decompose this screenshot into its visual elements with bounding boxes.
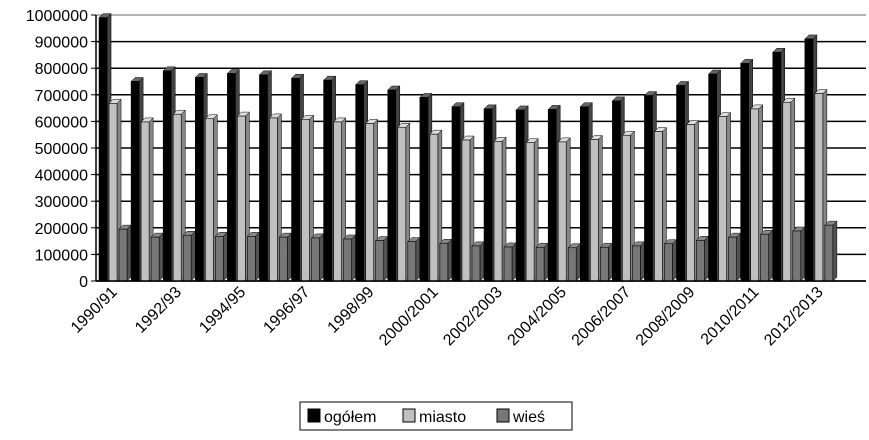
bar-wieś-1996/97	[310, 233, 325, 282]
y-tick-label: 300000	[35, 194, 88, 211]
legend-label: ogółem	[324, 409, 376, 426]
x-tick-label: 2010/2011	[698, 284, 763, 349]
y-tick-label: 700000	[35, 88, 88, 105]
bar-wieś-2007/2008	[663, 239, 678, 282]
legend-label: wieś	[512, 409, 545, 426]
x-tick-label: 1992/93	[132, 284, 185, 337]
x-tick-label: 2008/2009	[633, 284, 699, 350]
y-tick-label: 0	[79, 274, 88, 291]
y-tick-label: 500000	[35, 141, 88, 158]
y-tick-label: 200000	[35, 221, 88, 238]
bar-wieś-2011/2012	[792, 226, 806, 282]
bar-wieś-1995/96	[278, 232, 293, 282]
legend: ogółem miasto wieś	[299, 401, 573, 431]
y-tick-label: 400000	[35, 168, 88, 185]
legend-item-ogółem: ogółem	[307, 408, 376, 426]
bar-miasto-2003/2004	[525, 138, 539, 282]
legend-swatch	[496, 408, 510, 423]
bar-wieś-2005/2006	[599, 242, 613, 282]
bar-wieś-1998/99	[375, 235, 389, 282]
bar-wieś-2010/2011	[760, 229, 774, 282]
bar-wieś-1993/94	[214, 231, 228, 282]
legend-box	[299, 401, 573, 431]
x-tick-label: 1994/95	[196, 284, 249, 337]
bar-wieś-1990/91	[118, 224, 132, 282]
bar-wieś-2009/2010	[728, 232, 742, 282]
y-tick-label: 100000	[35, 247, 88, 264]
legend-item-miasto: miasto	[402, 408, 466, 426]
y-tick-labels: 0 100000 200000 300000 400000 500000 600000 700…	[26, 8, 88, 291]
x-tick-label: 2002/2003	[440, 284, 506, 350]
legend-swatch	[307, 408, 321, 423]
x-tick-label: 1990/91	[68, 284, 121, 337]
bar-wieś-1992/93	[182, 230, 196, 282]
bar-wieś-2004/2005	[567, 243, 581, 282]
bar-wieś-1997/98	[343, 234, 357, 282]
x-tick-label: 2012/2013	[761, 284, 827, 350]
x-tick-label: 2004/2005	[505, 284, 571, 350]
bar-wieś-1999/00	[407, 237, 421, 282]
x-tick-label: 2000/2001	[376, 284, 442, 350]
legend-item-wieś: wieś	[496, 408, 545, 426]
axes	[91, 14, 866, 282]
bar-wieś-2002/2003	[503, 242, 517, 282]
bar-wieś-1994/95	[246, 231, 260, 282]
bar-wieś-2001/2002	[471, 241, 485, 282]
x-tick-label: 1998/99	[325, 284, 378, 337]
x-tick-label: 1996/97	[260, 284, 313, 337]
bar-wieś-2008/2009	[695, 235, 710, 282]
bar-wieś-2003/2004	[535, 242, 549, 282]
bar-wieś-2006/2007	[631, 241, 645, 282]
y-tick-label: 1000000	[26, 8, 88, 25]
x-tick-label: 2006/2007	[569, 284, 635, 350]
legend-swatch	[402, 408, 416, 423]
x-tick-labels: 1990/91 1992/93 1994/95 1996/97 1998/992000/…	[68, 284, 827, 350]
y-tick-label: 800000	[35, 61, 88, 78]
y-tick-label: 900000	[35, 35, 88, 52]
bar-wieś-2000/2001	[439, 238, 453, 282]
bar-wieś-1991/92	[150, 232, 164, 282]
bar-wieś-2012/2013	[824, 220, 838, 282]
bars	[98, 13, 838, 282]
y-tick-label: 600000	[35, 114, 88, 131]
legend-label: miasto	[419, 409, 466, 426]
